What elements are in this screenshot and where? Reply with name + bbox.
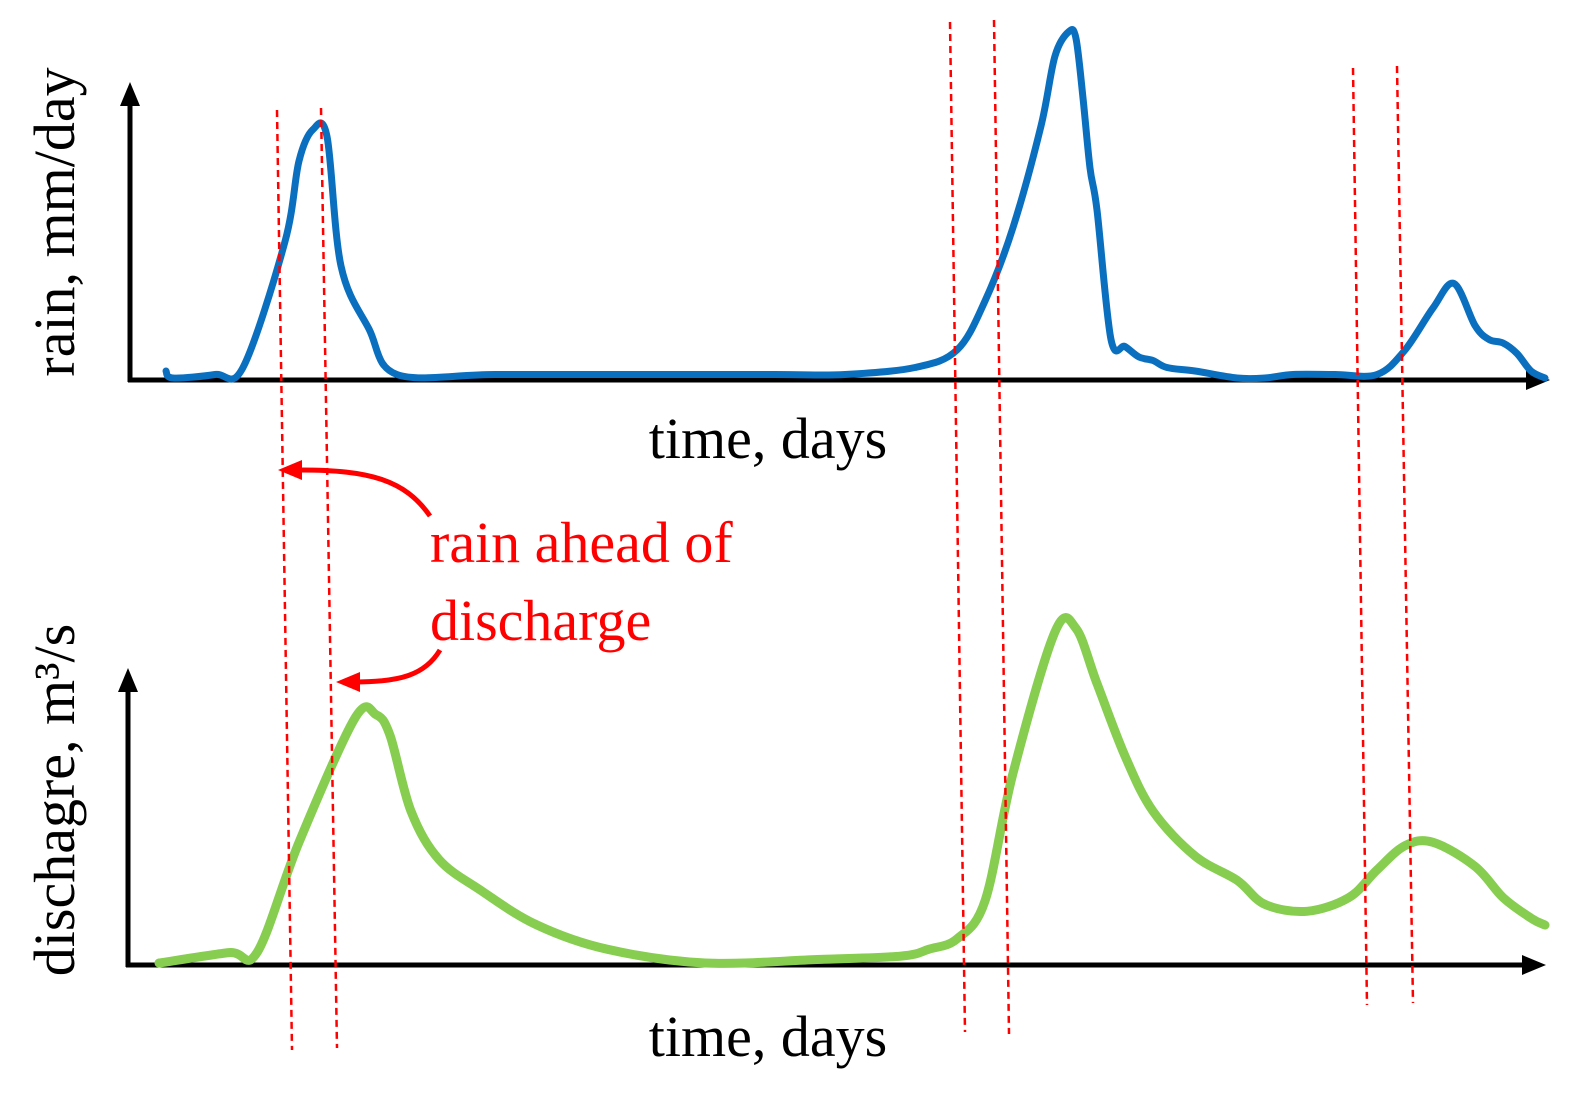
- discharge-x-axis-label: time, days: [649, 1004, 887, 1069]
- rain-chart: time, days rain, mm/day: [22, 26, 1550, 471]
- lag-guide-lines: [275, 19, 1415, 1051]
- annotation-arrow-upper: [299, 467, 433, 518]
- annotation-line-1: rain ahead of: [430, 510, 733, 575]
- rain-series-line: [162, 26, 1549, 383]
- lag-guide-line: [992, 19, 1011, 1035]
- discharge-y-axis-arrow: [118, 668, 138, 692]
- annotation-arrowhead-upper: [278, 460, 302, 480]
- discharge-chart: time, days dischagre, m³/s: [22, 613, 1550, 1069]
- lag-annotation: rain ahead of discharge: [278, 460, 733, 692]
- annotation-arrowhead-lower: [336, 672, 360, 692]
- lag-guide-line: [1351, 67, 1369, 1006]
- discharge-series-line: [154, 613, 1550, 968]
- rain-y-axis-label: rain, mm/day: [22, 67, 87, 376]
- discharge-x-axis-arrow: [1522, 955, 1546, 975]
- rain-x-axis-label: time, days: [649, 406, 887, 471]
- lag-guide-line: [275, 109, 294, 1051]
- lag-guide-line: [948, 21, 967, 1033]
- discharge-y-axis-label: dischagre, m³/s: [22, 624, 87, 976]
- lag-guide-line: [1395, 65, 1415, 1004]
- annotation-arrow-lower: [354, 648, 443, 685]
- annotation-line-2: discharge: [430, 588, 651, 653]
- lag-guide-line: [319, 107, 339, 1049]
- rain-y-axis-arrow: [120, 82, 140, 106]
